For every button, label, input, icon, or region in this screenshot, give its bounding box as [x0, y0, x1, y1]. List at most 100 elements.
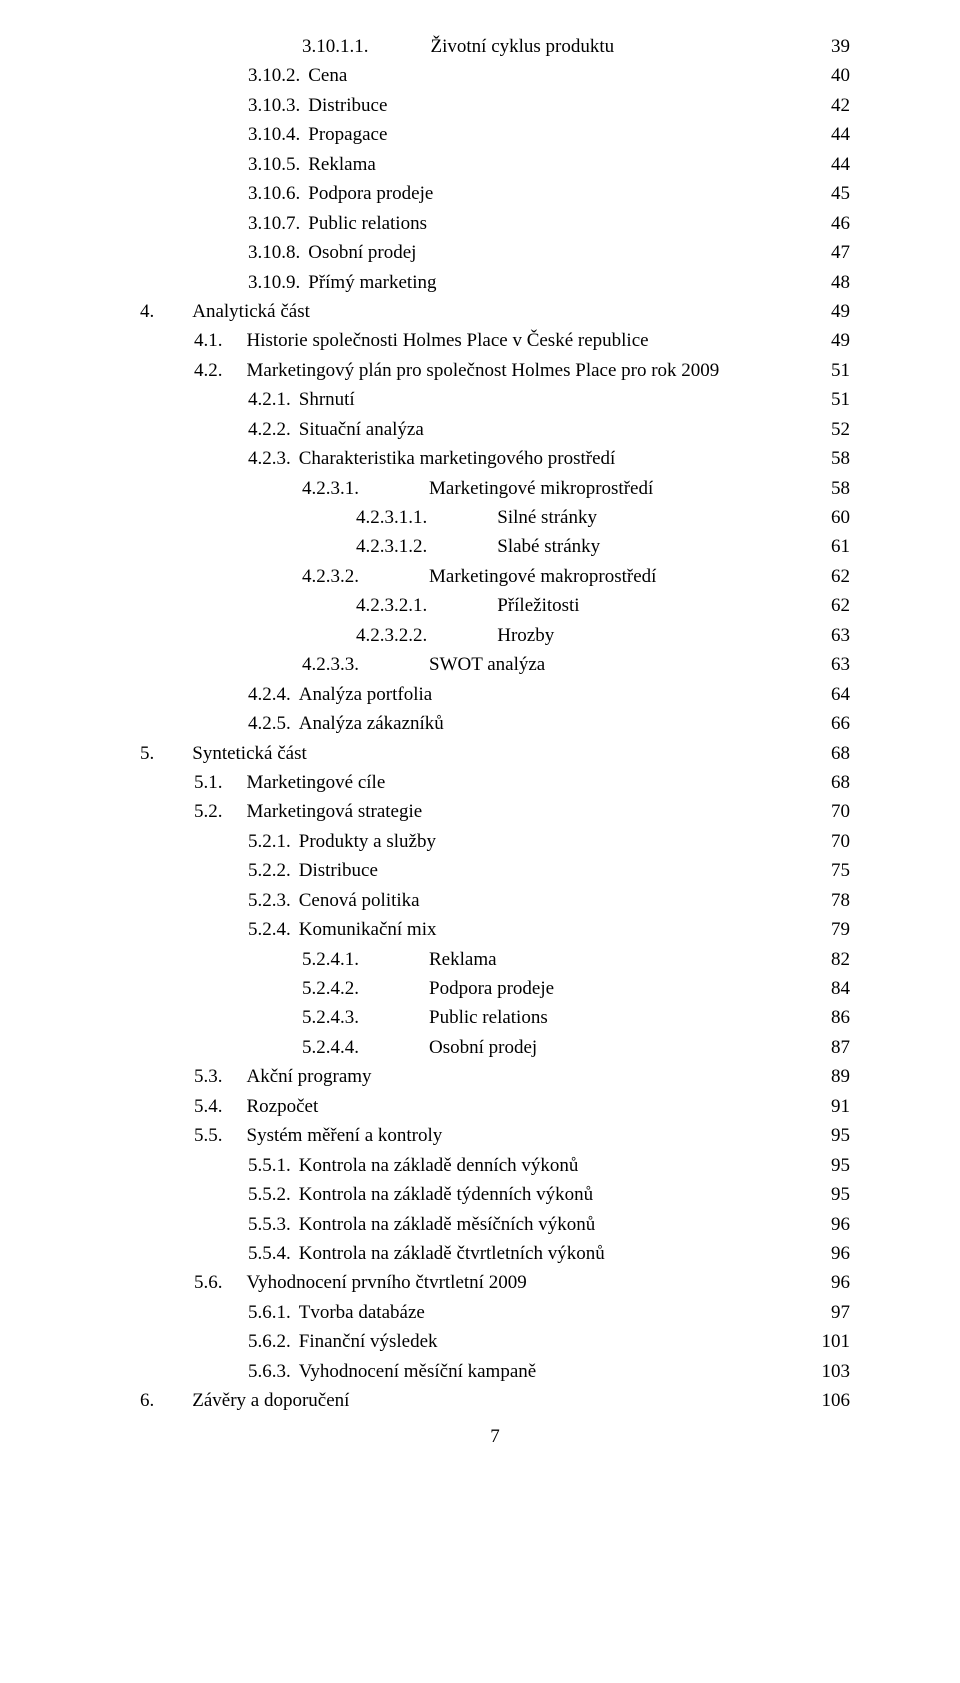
toc-entry-number: 5.2.4.1.: [302, 945, 359, 974]
toc-entry-label: 4.2. Marketingový plán pro společnost Hol…: [140, 356, 719, 385]
toc-entry: 4.2.3.1.Marketingové mikroprostředí58: [140, 474, 850, 503]
toc-entry-number: 3.10.3.: [248, 91, 300, 120]
toc-entry-number: 3.10.8.: [248, 238, 300, 267]
toc-entry-page: 51: [798, 356, 850, 385]
toc-entry: 5.2.4.1.Reklama82: [140, 945, 850, 974]
toc-entry: 3.10.3.Distribuce42: [140, 91, 850, 120]
toc-entry-title: Kontrola na základě denních výkonů: [299, 1155, 579, 1176]
toc-entry-number: 6.: [140, 1386, 154, 1415]
toc-entry-title: Historie společnosti Holmes Place v Česk…: [247, 330, 649, 351]
toc-entry: 3.10.9.Přímý marketing48: [140, 268, 850, 297]
toc-entry-label: 5.5.2.Kontrola na základě týdenních výko…: [140, 1180, 593, 1209]
toc-entry-page: 95: [798, 1121, 850, 1150]
toc-entry: 5.5.1.Kontrola na základě denních výkonů…: [140, 1151, 850, 1180]
toc-entry: 3.10.8.Osobní prodej47: [140, 238, 850, 267]
toc-entry: 4.2.5.Analýza zákazníků66: [140, 709, 850, 738]
toc-entry-number: 5.2.3.: [248, 886, 291, 915]
toc-entry-title: Cenová politika: [299, 890, 420, 911]
toc-entry-title: Tvorba databáze: [299, 1302, 425, 1323]
toc-entry-title: Životní cyklus produktu: [431, 36, 615, 57]
toc-entry: 5.Syntetická část68: [140, 739, 850, 768]
toc-entry: 5.2.Marketingová strategie70: [140, 797, 850, 826]
toc-entry: 5.6.2.Finanční výsledek101: [140, 1327, 850, 1356]
toc-entry-title: Závěry a doporučení: [192, 1390, 349, 1411]
toc-entry: 5.5.4.Kontrola na základě čtvrtletních v…: [140, 1239, 850, 1268]
toc-entry: 6. Závěry a doporučení 106: [140, 1386, 850, 1415]
toc-entry-page: 78: [798, 886, 850, 915]
toc-entry-title: Slabé stránky: [497, 536, 600, 557]
toc-entry-page: 51: [798, 385, 850, 414]
toc-entry: 5.1. Marketingové cíle 68: [140, 768, 850, 797]
toc-entry: 5.5.3.Kontrola na základě měsíčních výko…: [140, 1210, 850, 1239]
toc-entry-label: 4.2.3.2.Marketingové makroprostředí: [140, 562, 656, 591]
toc-entry-label: 5.2.1.Produkty a služby: [140, 827, 436, 856]
toc-entry-page: 68: [798, 768, 850, 797]
toc-entry-page: 97: [798, 1298, 850, 1327]
toc-entry-title: Systém měření a kontroly: [247, 1125, 443, 1146]
toc-entry: 3.10.1.1.Životní cyklus produktu39: [140, 32, 850, 61]
toc-entry: 4.2.3.1.1.Silné stránky60: [140, 503, 850, 532]
toc-entry-number: 4.2.3.1.2.: [356, 532, 427, 561]
toc-entry: 4.2.2.Situační analýza52: [140, 415, 850, 444]
toc-entry-page: 84: [798, 974, 850, 1003]
toc-entry-number: 4.2.2.: [248, 415, 291, 444]
toc-entry-page: 64: [798, 680, 850, 709]
toc-entry-number: 3.10.9.: [248, 268, 300, 297]
toc-entry: 5.5.2.Kontrola na základě týdenních výko…: [140, 1180, 850, 1209]
toc-entry-number: 5.5.: [194, 1121, 223, 1150]
toc-entry-number: 5.6.1.: [248, 1298, 291, 1327]
toc-entry-title: Public relations: [308, 213, 427, 234]
toc-entry-title: SWOT analýza: [429, 654, 545, 675]
toc-entry: 3.10.6.Podpora prodeje45: [140, 179, 850, 208]
toc-entry-title: Marketingový plán pro společnost Holmes …: [247, 360, 720, 381]
toc-entry-number: 5.2.4.3.: [302, 1003, 359, 1032]
toc-entry-page: 79: [798, 915, 850, 944]
toc-entry: 5.2.4.4.Osobní prodej87: [140, 1033, 850, 1062]
toc-entry-label: 5.6.1. Tvorba databáze: [140, 1298, 425, 1327]
toc-entry-label: 4.Analytická část: [140, 297, 310, 326]
toc-entry-number: 4.1.: [194, 326, 223, 355]
toc-entry-page: 75: [798, 856, 850, 885]
toc-entry-page: 87: [798, 1033, 850, 1062]
toc-entry-title: Příležitosti: [497, 595, 579, 616]
toc-entry-label: 4.2.2.Situační analýza: [140, 415, 424, 444]
toc-entry-title: Hrozby: [497, 625, 554, 646]
toc-entry-title: Silné stránky: [497, 507, 597, 528]
toc-entry-title: Distribuce: [299, 860, 378, 881]
toc-entry-page: 91: [798, 1092, 850, 1121]
toc-entry: 5.2.3. Cenová politika 78: [140, 886, 850, 915]
toc-entry: 5.6.1. Tvorba databáze 97: [140, 1298, 850, 1327]
toc-entry-title: Rozpočet: [247, 1096, 319, 1117]
toc-entry: 3.10.4.Propagace44: [140, 120, 850, 149]
toc-entry-page: 70: [798, 827, 850, 856]
toc-entry-number: 3.10.5.: [248, 150, 300, 179]
toc-entry-number: 5.6.3.: [248, 1357, 291, 1386]
toc-entry-page: 44: [798, 120, 850, 149]
toc-entry-label: 5.1. Marketingové cíle: [140, 768, 385, 797]
toc-entry-title: Marketingové cíle: [247, 772, 386, 793]
toc-entry-title: Charakteristika marketingového prostředí: [299, 448, 616, 469]
toc-entry-title: Produkty a služby: [299, 831, 436, 852]
toc-entry-page: 42: [798, 91, 850, 120]
toc-entry-title: Přímý marketing: [308, 272, 436, 293]
toc-entry-title: Marketingové makroprostředí: [429, 566, 656, 587]
toc-entry-number: 3.10.7.: [248, 209, 300, 238]
toc-entry-number: 5.: [140, 739, 154, 768]
toc-entry-label: 4.2.3.3.SWOT analýza: [140, 650, 545, 679]
toc-entry-page: 60: [798, 503, 850, 532]
toc-entry-number: 5.2.4.4.: [302, 1033, 359, 1062]
toc-entry: 5.6.3.Vyhodnocení měsíční kampaně103: [140, 1357, 850, 1386]
toc-entry-number: 4.: [140, 297, 154, 326]
toc-entry-page: 61: [798, 532, 850, 561]
toc-entry-page: 58: [798, 444, 850, 473]
toc-entry-number: 4.2.: [194, 356, 223, 385]
toc-entry: 5.5. Systém měření a kontroly 95: [140, 1121, 850, 1150]
page-number: 7: [140, 1422, 850, 1451]
toc-entry-page: 63: [798, 650, 850, 679]
toc-entry-label: 4.2.3.2.1.Příležitosti: [140, 591, 580, 620]
toc-entry-page: 70: [798, 797, 850, 826]
toc-entry-number: 5.1.: [194, 768, 223, 797]
toc-entry: 4.2.3.Charakteristika marketingového pro…: [140, 444, 850, 473]
toc-entry: 4.1. Historie společnosti Holmes Place v …: [140, 326, 850, 355]
toc-entry-page: 106: [798, 1386, 850, 1415]
